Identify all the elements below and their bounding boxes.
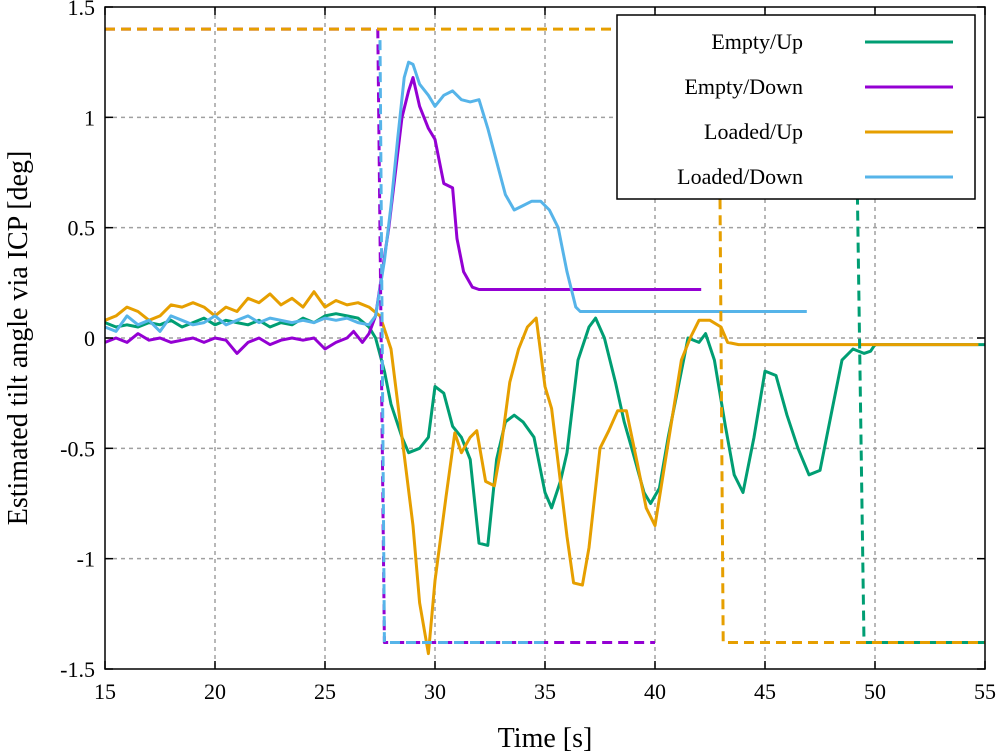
legend-label: Loaded/Down xyxy=(677,164,803,189)
y-tick-label: -0.5 xyxy=(60,436,95,461)
series-dashed-7 xyxy=(378,40,545,644)
x-tick-label: 40 xyxy=(644,679,666,704)
x-tick-label: 45 xyxy=(754,679,776,704)
axis-ticks: 15 20 25 30 35 40 45 50 55 -1.5 -1 -0.5 0 0.5 1 1.5 xyxy=(60,0,996,704)
series-layer xyxy=(104,27,985,656)
series-line-empty-up xyxy=(104,312,985,547)
y-tick-label: 0.5 xyxy=(68,216,96,241)
x-tick-label: 15 xyxy=(94,679,116,704)
y-tick-label: 1 xyxy=(84,105,95,130)
legend: Empty/Up Empty/Down Loaded/Up Loaded/Down xyxy=(616,14,976,200)
legend-label: Empty/Up xyxy=(711,29,803,54)
y-tick-label: -1 xyxy=(77,547,95,572)
series-line-empty-down xyxy=(104,76,702,355)
x-tick-label: 20 xyxy=(204,679,226,704)
y-axis-label: Estimated tilt angle via ICP [deg] xyxy=(3,151,34,526)
y-tick-label: 0 xyxy=(84,326,95,351)
x-axis-label: Time [s] xyxy=(498,723,593,752)
series-dashed-6 xyxy=(105,27,985,644)
legend-box xyxy=(616,14,976,200)
series-line-loaded-up xyxy=(104,290,979,656)
y-tick-label: 1.5 xyxy=(68,0,96,20)
x-tick-label: 55 xyxy=(974,679,996,704)
legend-label: Loaded/Up xyxy=(704,119,803,144)
x-tick-label: 50 xyxy=(864,679,886,704)
x-tick-label: 25 xyxy=(314,679,336,704)
legend-label: Empty/Down xyxy=(684,74,803,99)
y-tick-label: -1.5 xyxy=(60,657,95,682)
x-tick-label: 30 xyxy=(424,679,446,704)
series-line-loaded-down xyxy=(104,60,807,333)
x-tick-label: 35 xyxy=(534,679,556,704)
